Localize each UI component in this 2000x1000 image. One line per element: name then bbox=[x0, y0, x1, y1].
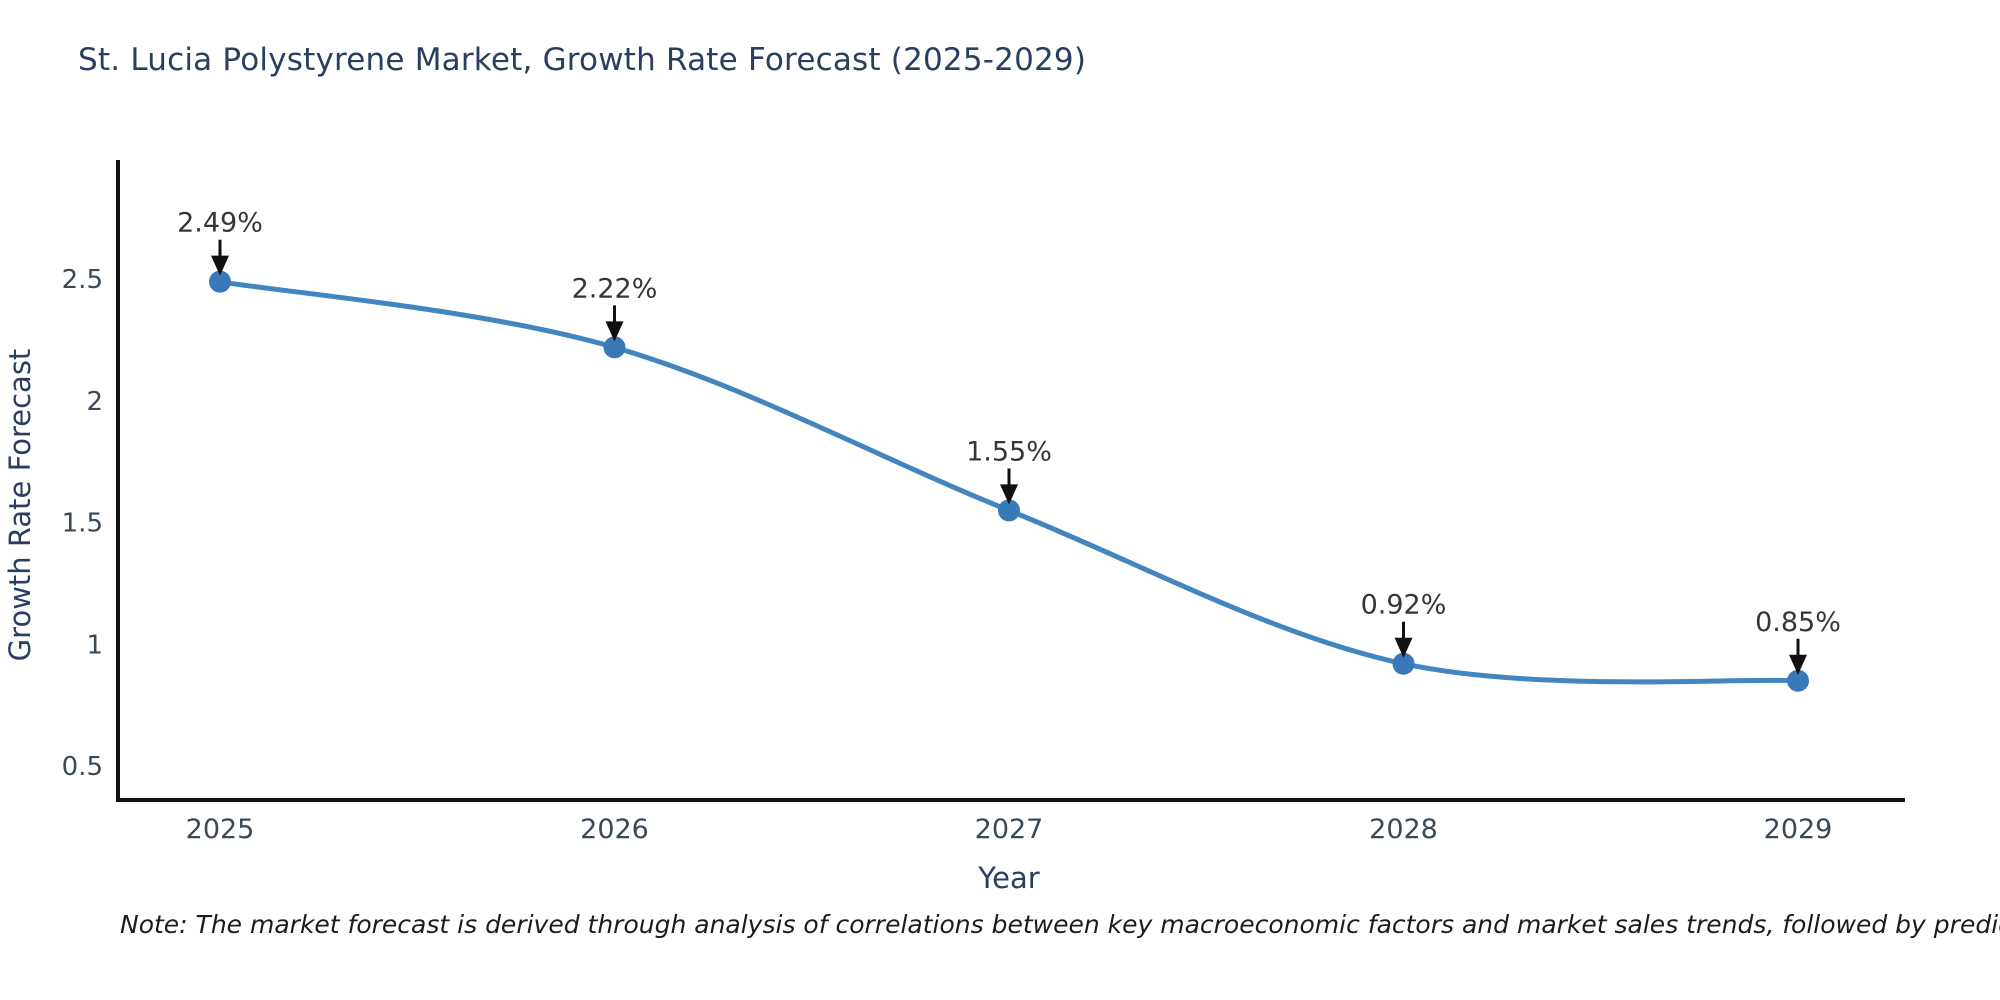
data-point-label: 1.55% bbox=[966, 436, 1052, 467]
annotation-arrow-head bbox=[605, 321, 624, 342]
x-tick-label: 2029 bbox=[1764, 814, 1833, 845]
y-tick-label: 2.5 bbox=[62, 265, 103, 295]
y-axis-title: Growth Rate Forecast bbox=[3, 349, 37, 662]
annotation-arrow-head bbox=[211, 255, 229, 276]
data-point bbox=[1787, 669, 1809, 692]
x-tick-label: 2025 bbox=[186, 814, 255, 845]
y-tick-label: 2 bbox=[86, 387, 103, 417]
annotation-arrow-head bbox=[1789, 654, 1807, 675]
axis-spines bbox=[116, 160, 1905, 802]
data-point bbox=[1392, 652, 1415, 675]
data-point-label: 2.22% bbox=[572, 273, 658, 304]
y-tick-label: 1 bbox=[86, 630, 103, 660]
y-tick-label: 0.5 bbox=[62, 752, 103, 782]
y-tick-label: 1.5 bbox=[62, 509, 103, 539]
x-tick-label: 2028 bbox=[1369, 814, 1438, 845]
data-point-label: 0.85% bbox=[1755, 607, 1841, 638]
x-axis-title: Year bbox=[977, 861, 1039, 895]
data-point-label: 0.92% bbox=[1361, 590, 1447, 621]
x-tick-label: 2026 bbox=[580, 814, 649, 845]
footnote: Note: The market forecast is derived thr… bbox=[120, 910, 2000, 939]
annotation-arrow-head bbox=[1000, 484, 1018, 505]
data-point bbox=[209, 270, 231, 293]
annotation-arrow-head bbox=[1394, 637, 1413, 658]
x-tick-label: 2027 bbox=[975, 814, 1044, 845]
chart-title: St. Lucia Polystyrene Market, Growth Rat… bbox=[78, 42, 1087, 78]
data-point bbox=[998, 499, 1020, 522]
data-point bbox=[603, 336, 626, 359]
data-point-label: 2.49% bbox=[177, 208, 263, 239]
